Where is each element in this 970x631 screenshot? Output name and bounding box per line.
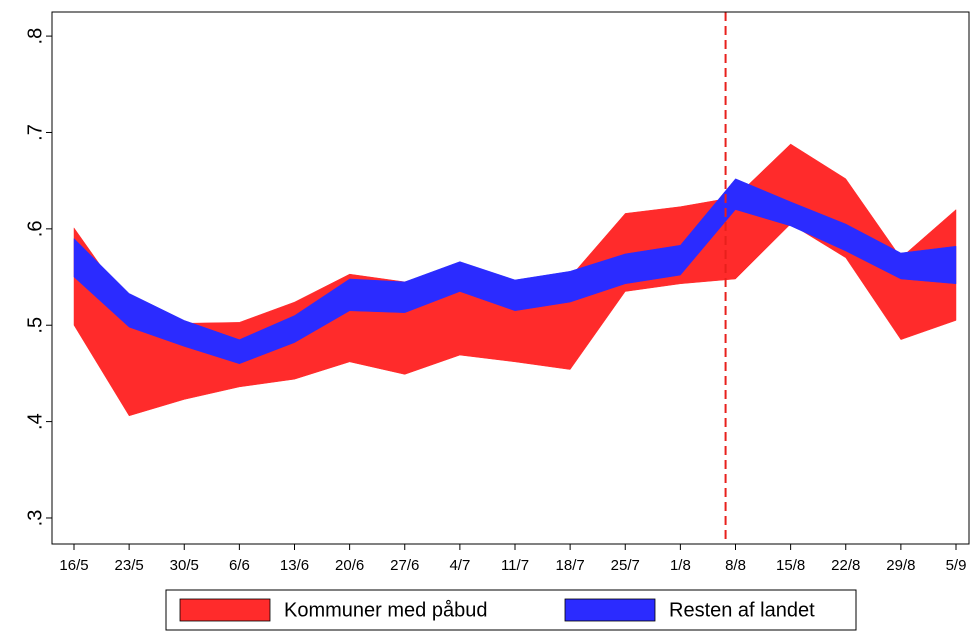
legend-label: Resten af landet bbox=[669, 599, 815, 621]
y-tick-label: .3 bbox=[24, 510, 46, 527]
x-tick-label: 15/8 bbox=[776, 557, 805, 574]
x-tick-label: 16/5 bbox=[59, 557, 88, 574]
x-tick-label: 23/5 bbox=[115, 557, 144, 574]
legend-swatch bbox=[179, 598, 271, 622]
x-tick-label: 6/6 bbox=[229, 557, 250, 574]
plot-frame bbox=[51, 11, 970, 545]
y-tick-label: .6 bbox=[24, 221, 46, 238]
range-band bbox=[73, 178, 957, 365]
legend-label: Kommuner med påbud bbox=[284, 599, 487, 621]
legend-swatch bbox=[564, 598, 656, 622]
y-tick-label: .8 bbox=[24, 28, 46, 45]
x-tick-label: 18/7 bbox=[556, 557, 585, 574]
y-tick-label: .4 bbox=[24, 413, 46, 430]
range-band bbox=[73, 143, 957, 417]
y-tick-label: .5 bbox=[24, 317, 46, 334]
x-tick-label: 20/6 bbox=[335, 557, 364, 574]
x-tick-label: 27/6 bbox=[390, 557, 419, 574]
x-tick-label: 29/8 bbox=[886, 557, 915, 574]
x-tick-label: 1/8 bbox=[670, 557, 691, 574]
legend-box bbox=[165, 589, 857, 631]
x-tick-label: 13/6 bbox=[280, 557, 309, 574]
x-tick-label: 30/5 bbox=[170, 557, 199, 574]
x-tick-label: 8/8 bbox=[725, 557, 746, 574]
x-tick-label: 11/7 bbox=[501, 557, 529, 574]
x-tick-label: 25/7 bbox=[611, 557, 640, 574]
x-tick-label: 4/7 bbox=[449, 557, 470, 574]
x-tick-label: 5/9 bbox=[946, 557, 967, 574]
x-tick-label: 22/8 bbox=[831, 557, 860, 574]
y-tick-label: .7 bbox=[24, 124, 46, 141]
